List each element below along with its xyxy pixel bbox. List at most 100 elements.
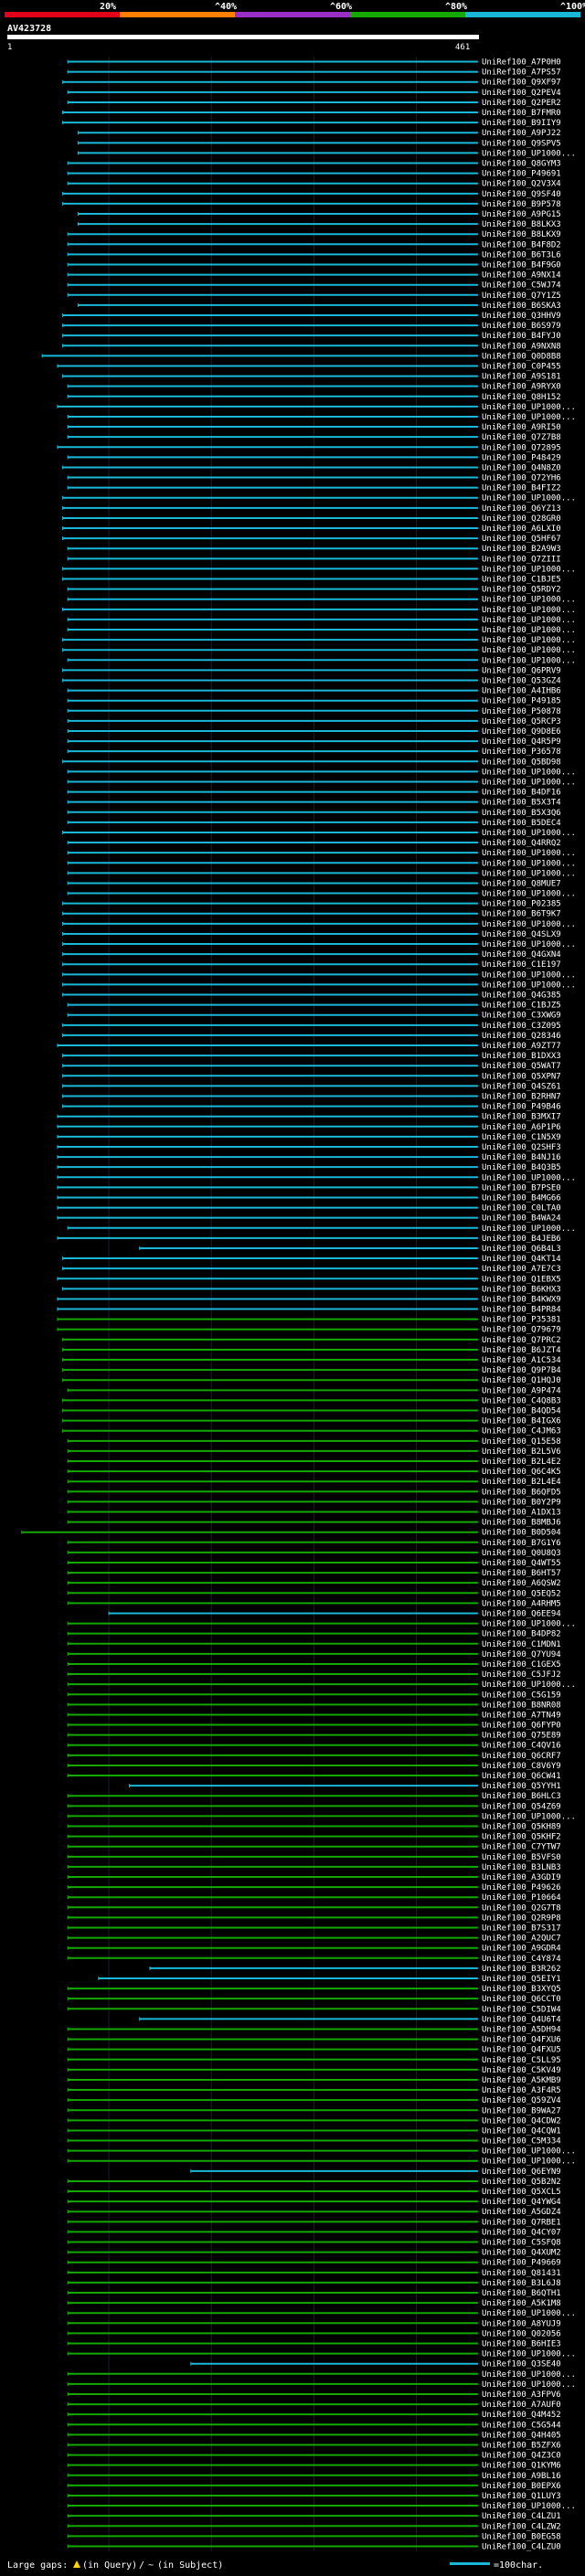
hit-label[interactable]: UniRef100_B4IGX6 xyxy=(482,1417,561,1426)
hit-label[interactable]: UniRef100_Q54Z69 xyxy=(482,1802,561,1811)
hit-label[interactable]: UniRef100_UP1000... xyxy=(482,646,576,655)
hit-row[interactable]: UniRef100_A8YUJ9 xyxy=(67,2319,561,2328)
hit-row[interactable]: UniRef100_C1GEX5 xyxy=(67,1660,561,1670)
hit-row[interactable]: UniRef100_Q1LUY3 xyxy=(67,2492,561,2501)
hit-row[interactable]: UniRef100_UP1000... xyxy=(62,920,576,929)
hit-label[interactable]: UniRef100_Q7Y1Z5 xyxy=(482,292,561,301)
hit-label[interactable]: UniRef100_A7E7C3 xyxy=(482,1265,561,1274)
hit-row[interactable]: UniRef100_C5WJ74 xyxy=(67,281,561,291)
hit-row[interactable]: UniRef100_C1BJE5 xyxy=(62,576,561,585)
hit-row[interactable]: UniRef100_UP1000... xyxy=(57,1173,576,1182)
hit-row[interactable]: UniRef100_Q5B2N2 xyxy=(67,2178,561,2187)
hit-label[interactable]: UniRef100_Q3SE40 xyxy=(482,2360,561,2369)
hit-label[interactable]: UniRef100_UP1000... xyxy=(482,768,576,777)
hit-label[interactable]: UniRef100_C4LZU1 xyxy=(482,2512,561,2521)
hit-label[interactable]: UniRef100_B6HLC3 xyxy=(482,1792,561,1801)
hit-row[interactable]: UniRef100_A9ZT77 xyxy=(57,1042,561,1051)
hit-row[interactable]: UniRef100_P02385 xyxy=(62,900,561,909)
hit-row[interactable]: UniRef100_UP1000... xyxy=(62,970,576,980)
hit-row[interactable]: UniRef100_Q3HHV9 xyxy=(62,312,561,321)
hit-label[interactable]: UniRef100_Q2R9P8 xyxy=(482,1913,561,1923)
hit-row[interactable]: UniRef100_Q6YZ13 xyxy=(62,504,561,514)
hit-label[interactable]: UniRef100_UP1000... xyxy=(482,2309,576,2318)
hit-label[interactable]: UniRef100_UP1000... xyxy=(482,2502,576,2511)
hit-row[interactable]: UniRef100_C1MDN1 xyxy=(67,1640,561,1649)
hit-label[interactable]: UniRef100_UP1000... xyxy=(482,1812,576,1821)
hit-row[interactable]: UniRef100_Q6PRV9 xyxy=(62,666,561,675)
hit-label[interactable]: UniRef100_UP1000... xyxy=(482,636,576,645)
hit-row[interactable]: UniRef100_Q0U8Q3 xyxy=(67,1549,561,1558)
hit-row[interactable]: UniRef100_Q4Z3C0 xyxy=(67,2452,561,2461)
hit-row[interactable]: UniRef100_B7S317 xyxy=(67,1924,561,1934)
hit-label[interactable]: UniRef100_B3R262 xyxy=(482,1965,561,1974)
hit-row[interactable]: UniRef100_Q4SLX9 xyxy=(62,930,561,939)
hit-row[interactable]: UniRef100_A9PG15 xyxy=(77,210,561,219)
hit-label[interactable]: UniRef100_C4LZW2 xyxy=(482,2522,561,2531)
hit-label[interactable]: UniRef100_P10664 xyxy=(482,1893,561,1903)
hit-row[interactable]: UniRef100_B4KWX9 xyxy=(57,1295,561,1304)
hit-row[interactable]: UniRef100_A9S181 xyxy=(62,373,561,382)
hit-label[interactable]: UniRef100_Q5KHF2 xyxy=(482,1833,561,1842)
hit-row[interactable]: UniRef100_Q6B4L3 xyxy=(139,1245,561,1254)
hit-row[interactable]: UniRef100_UP1000... xyxy=(67,890,576,899)
hit-label[interactable]: UniRef100_A1C534 xyxy=(482,1356,561,1365)
hit-label[interactable]: UniRef100_B6HT57 xyxy=(482,1569,561,1578)
hit-label[interactable]: UniRef100_B7PSE0 xyxy=(482,1183,561,1193)
hit-row[interactable]: UniRef100_UP1000... xyxy=(67,2157,576,2167)
hit-label[interactable]: UniRef100_UP1000... xyxy=(482,606,576,615)
hit-row[interactable]: UniRef100_A9NXN8 xyxy=(62,342,561,351)
hit-row[interactable]: UniRef100_Q6C4K5 xyxy=(67,1468,561,1477)
hit-label[interactable]: UniRef100_B0D504 xyxy=(482,1529,561,1538)
hit-row[interactable]: UniRef100_B6JZT4 xyxy=(62,1346,561,1355)
hit-label[interactable]: UniRef100_A5K1M8 xyxy=(482,2299,561,2308)
hit-label[interactable]: UniRef100_UP1000... xyxy=(482,940,576,949)
hit-label[interactable]: UniRef100_C1BJZ5 xyxy=(482,1002,561,1011)
hit-row[interactable]: UniRef100_Q4RRQ2 xyxy=(67,839,561,848)
hit-row[interactable]: UniRef100_B4JEB6 xyxy=(57,1235,561,1244)
hit-label[interactable]: UniRef100_A7P0H0 xyxy=(482,58,561,68)
hit-label[interactable]: UniRef100_Q4G385 xyxy=(482,991,561,1001)
hit-label[interactable]: UniRef100_UP1000... xyxy=(482,1173,576,1182)
hit-row[interactable]: UniRef100_UP1000... xyxy=(62,636,576,645)
hit-label[interactable]: UniRef100_Q4Z3C0 xyxy=(482,2452,561,2461)
hit-row[interactable]: UniRef100_Q6CCT0 xyxy=(67,1995,561,2004)
hit-row[interactable]: UniRef100_A5GDZ4 xyxy=(67,2208,561,2217)
hit-label[interactable]: UniRef100_P36578 xyxy=(482,747,561,757)
hit-label[interactable]: UniRef100_B2RHN7 xyxy=(482,1093,561,1102)
hit-label[interactable]: UniRef100_Q6EYN9 xyxy=(482,2168,561,2177)
hit-row[interactable]: UniRef100_Q72895 xyxy=(57,443,561,452)
hit-row[interactable]: UniRef100_B5X3Q6 xyxy=(67,809,561,818)
hit-row[interactable]: UniRef100_C5JFJ2 xyxy=(67,1670,561,1680)
hit-label[interactable]: UniRef100_P49626 xyxy=(482,1883,561,1892)
hit-row[interactable]: UniRef100_B5VFS0 xyxy=(67,1853,561,1862)
hit-row[interactable]: UniRef100_A3FPV6 xyxy=(67,2390,561,2400)
hit-label[interactable]: UniRef100_A9BL16 xyxy=(482,2472,561,2481)
hit-row[interactable]: UniRef100_A5K1M8 xyxy=(67,2299,561,2308)
hit-label[interactable]: UniRef100_Q1HQJ0 xyxy=(482,1376,561,1385)
hit-row[interactable]: UniRef100_A1DX13 xyxy=(67,1509,561,1518)
hit-row[interactable]: UniRef100_B1DXX3 xyxy=(62,1052,561,1061)
hit-row[interactable]: UniRef100_B8NR08 xyxy=(67,1701,561,1710)
hit-row[interactable]: UniRef100_UP1000... xyxy=(67,626,576,635)
hit-label[interactable]: UniRef100_Q1KYM6 xyxy=(482,2462,561,2471)
hit-row[interactable]: UniRef100_Q8MUE7 xyxy=(67,879,561,888)
hit-row[interactable]: UniRef100_UP1000... xyxy=(57,403,576,412)
hit-label[interactable]: UniRef100_Q4KT14 xyxy=(482,1255,561,1264)
hit-label[interactable]: UniRef100_B4DP82 xyxy=(482,1630,561,1639)
hit-label[interactable]: UniRef100_UP1000... xyxy=(482,413,576,422)
hit-label[interactable]: UniRef100_A9NXN8 xyxy=(482,342,561,351)
hit-row[interactable]: UniRef100_B8MBJ6 xyxy=(67,1519,561,1528)
hit-label[interactable]: UniRef100_C5WJ74 xyxy=(482,281,561,291)
hit-label[interactable]: UniRef100_Q4FXU6 xyxy=(482,2036,561,2045)
hit-label[interactable]: UniRef100_B4DF16 xyxy=(482,789,561,798)
hit-row[interactable]: UniRef100_C5DIW4 xyxy=(67,2005,561,2014)
hit-label[interactable]: UniRef100_UP1000... xyxy=(482,2380,576,2390)
hit-row[interactable]: UniRef100_B6SKA3 xyxy=(77,302,561,311)
hit-row[interactable]: UniRef100_A6QSW2 xyxy=(67,1579,561,1588)
hit-label[interactable]: UniRef100_C5KV49 xyxy=(482,2066,561,2075)
hit-row[interactable]: UniRef100_B9WA27 xyxy=(67,2106,561,2115)
hit-row[interactable]: UniRef100_UP1000... xyxy=(67,2380,576,2390)
hit-label[interactable]: UniRef100_C1BJE5 xyxy=(482,576,561,585)
hit-row[interactable]: UniRef100_Q5KH89 xyxy=(67,1823,561,1832)
hit-label[interactable]: UniRef100_B9WA27 xyxy=(482,2106,561,2115)
